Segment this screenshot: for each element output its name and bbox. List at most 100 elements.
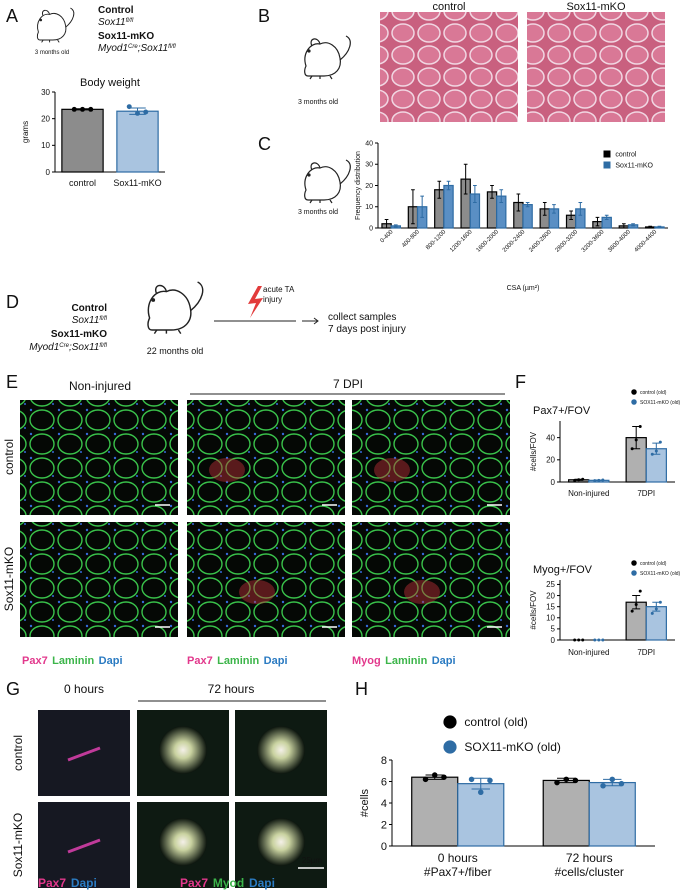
x-tick-label: 2800-3200: [555, 229, 580, 254]
data-point: [650, 611, 654, 615]
legend-label: control (old): [640, 561, 667, 567]
legend-label: control (old): [640, 390, 667, 396]
genotype: Sox11fl/fl: [98, 17, 134, 28]
data-point: [478, 789, 484, 796]
micrograph: [187, 400, 345, 515]
genotype: Myod1Cre;Sox11fl/fl: [98, 43, 176, 54]
error-bar: [463, 163, 468, 195]
error-bar: [631, 223, 635, 227]
injury-bolt: [248, 286, 263, 318]
error-bar: [569, 210, 573, 220]
genotype-part: Cre: [128, 44, 138, 50]
data-point: [658, 440, 662, 444]
y-tick-label: 20: [41, 114, 50, 123]
y-tick-label: 5: [551, 625, 556, 634]
legend-label: control (old): [464, 715, 527, 729]
y-axis-label: grams: [21, 121, 30, 143]
data-point: [468, 776, 475, 783]
x-tick-label: 0 hours: [438, 851, 478, 865]
error-bar: [525, 202, 530, 208]
y-tick-label: 4: [381, 798, 387, 810]
x-tick-label: 0-400: [379, 229, 395, 245]
data-point: [88, 106, 94, 112]
data-point: [601, 478, 605, 482]
y-tick-label: 20: [365, 183, 373, 190]
data-point: [581, 477, 585, 481]
error-bar: [490, 185, 494, 199]
label: 3 months old: [298, 99, 338, 106]
bar: [411, 776, 459, 847]
stain-name: Dapi: [264, 655, 288, 667]
y-tick-label: 0: [551, 636, 556, 645]
y-tick-label: 40: [365, 140, 373, 147]
stain-name: Pax7: [187, 655, 213, 667]
data-point: [630, 609, 634, 613]
data-point: [581, 638, 585, 642]
mouse-body: [304, 166, 341, 201]
genotype: Sox11fl/fl: [72, 315, 108, 326]
y-tick-label: 30: [41, 88, 50, 97]
label: Non-injured: [69, 379, 131, 393]
bar: [645, 606, 667, 641]
label: collect samples: [328, 312, 396, 323]
genotype-part: fl/fl: [126, 18, 134, 24]
data-point: [431, 772, 438, 778]
bar: [588, 781, 636, 847]
x-tick-sublabel: #Pax7+/fiber: [424, 865, 492, 879]
y-tick-label: 40: [546, 433, 555, 442]
genotype-part: Myod1: [29, 342, 59, 353]
error-bar: [393, 224, 398, 228]
panel-letter: H: [355, 679, 368, 699]
chart-title: Pax7+/FOV: [533, 405, 591, 417]
chart-title: Body weight: [80, 77, 140, 89]
data-point: [572, 777, 579, 784]
cell-cluster: [257, 818, 305, 866]
genotype-part: ;Sox11: [69, 342, 99, 353]
data-point: [554, 779, 560, 786]
data-point: [600, 783, 606, 789]
error-bar: [595, 216, 600, 227]
y-tick-label: 10: [41, 141, 50, 150]
stain-name: Dapi: [99, 655, 123, 667]
micrograph: [20, 400, 178, 515]
fiber-nucleus: [67, 838, 101, 854]
stain-name: Dapi: [71, 876, 97, 890]
fiber-nucleus: [67, 746, 101, 762]
y-tick-label: 0: [369, 225, 373, 232]
x-tick-label: 800-1200: [425, 229, 448, 252]
data-point: [573, 638, 577, 642]
data-point: [638, 425, 642, 429]
error-bar: [516, 193, 521, 212]
mouse-ear: [42, 9, 51, 17]
stain-name: Myog: [352, 655, 381, 667]
data-point: [601, 638, 605, 642]
mouse-tail: [189, 281, 204, 312]
label: 3 months old: [298, 209, 338, 216]
mouse-icon: [147, 281, 204, 334]
arrow: [302, 317, 319, 325]
genotype-part: Sox11: [98, 17, 126, 28]
data-point: [126, 104, 132, 110]
stain-name: Pax7: [38, 876, 66, 890]
data-point: [577, 478, 581, 482]
mouse-tail: [65, 7, 75, 28]
genotype-part: ;Sox11: [138, 43, 168, 54]
data-point: [441, 774, 447, 780]
data-point: [597, 638, 601, 642]
data-point: [143, 109, 149, 115]
legend-marker: [631, 560, 637, 566]
micrograph: [380, 12, 518, 122]
data-point: [634, 602, 638, 606]
data-point: [638, 589, 642, 593]
y-tick-label: 25: [546, 580, 555, 589]
panel-letter: C: [258, 134, 271, 154]
mouse-feet: [153, 329, 182, 334]
row-label: Sox11-mKO: [11, 813, 25, 877]
x-tick-label: Non-injured: [568, 648, 609, 657]
data-point: [80, 106, 85, 112]
mouse-eye: [151, 298, 156, 302]
error-bar: [621, 223, 626, 229]
mouse-icon: [36, 7, 75, 43]
mouse-ear: [155, 284, 168, 295]
